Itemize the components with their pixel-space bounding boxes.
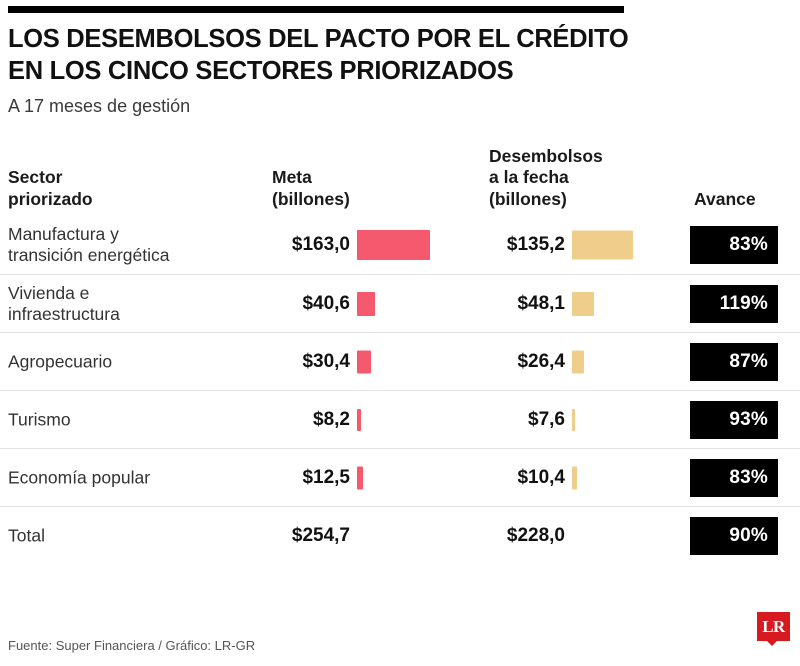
row-label: Economía popular xyxy=(8,467,258,488)
desembolso-value: $135,2 xyxy=(506,234,565,255)
column-header-sector: Sector priorizado xyxy=(8,167,93,210)
table-row: Manufactura y transición energética $163… xyxy=(0,216,800,274)
desembolso-value-total: $228,0 xyxy=(506,524,565,546)
headline-line-2: EN LOS CINCO SECTORES PRIORIZADOS xyxy=(8,56,514,85)
desembolso-bar xyxy=(572,291,594,316)
row-label: Total xyxy=(8,525,258,546)
desembolso-value: $10,4 xyxy=(517,466,565,488)
meta-value: $12,5 xyxy=(302,466,350,488)
column-header-desembolsos-line-1: Desembolsos xyxy=(489,145,603,166)
meta-value: $40,6 xyxy=(302,292,350,314)
status-badge: 83% xyxy=(690,226,778,264)
column-header-avance: Avance xyxy=(694,188,756,209)
lr-logo-tail xyxy=(766,640,778,646)
column-header-meta: Meta (billones) xyxy=(272,167,350,210)
column-header-sector-line-2: priorizado xyxy=(8,188,93,209)
meta-bar xyxy=(357,350,371,373)
row-label-line-1: Economía popular xyxy=(8,467,151,487)
row-label-line-1: Agropecuario xyxy=(8,351,113,371)
table-row: Vivienda e infraestructura $40,6 $48,1 1… xyxy=(0,274,800,332)
row-label-line-2: infraestructura xyxy=(8,303,120,324)
status-badge: 93% xyxy=(690,400,778,439)
subtitle: A 17 meses de gestión xyxy=(8,96,191,116)
row-label: Agropecuario xyxy=(8,351,258,372)
lr-logo-text: LR xyxy=(762,616,785,636)
table-row: Agropecuario $30,4 $26,4 87% xyxy=(0,332,800,390)
lr-logo: LR xyxy=(757,612,790,646)
table-row: Turismo $8,2 $7,6 93% xyxy=(0,390,800,448)
row-label-line-1: Manufactura y xyxy=(8,224,119,244)
meta-value: $30,4 xyxy=(302,350,350,372)
meta-bar xyxy=(357,408,361,431)
row-label-line-1: Total xyxy=(8,525,45,545)
row-label: Turismo xyxy=(8,409,258,430)
column-header-meta-line-2: (billones) xyxy=(272,188,350,209)
meta-value: $8,2 xyxy=(313,408,350,430)
page-title: LOS DESEMBOLSOS DEL PACTO POR EL CRÉDITO… xyxy=(8,24,648,88)
table-header: Sector priorizado Meta (billones) Desemb… xyxy=(0,134,800,216)
status-badge: 119% xyxy=(690,284,778,323)
meta-bar xyxy=(357,466,363,489)
lr-logo-box xyxy=(757,612,790,641)
desembolso-value: $48,1 xyxy=(517,292,565,314)
row-label-line-1: Vivienda e xyxy=(8,282,90,303)
column-header-desembolsos: Desembolsos a la fecha (billones) xyxy=(489,146,603,210)
top-rule xyxy=(8,6,624,13)
meta-value-total: $254,7 xyxy=(291,524,350,546)
row-label: Vivienda e infraestructura xyxy=(8,283,258,325)
status-badge-total: 90% xyxy=(690,516,778,555)
status-badge: 83% xyxy=(690,458,778,497)
row-label: Manufactura y transición energética xyxy=(8,224,258,266)
column-header-desembolsos-line-3: (billones) xyxy=(489,188,567,209)
row-label-line-1: Turismo xyxy=(8,409,71,429)
desembolso-value: $26,4 xyxy=(517,350,565,372)
status-badge: 87% xyxy=(690,342,778,381)
column-header-sector-line-1: Sector xyxy=(8,167,63,188)
column-header-desembolsos-line-2: a la fecha xyxy=(489,167,569,188)
data-table: Sector priorizado Meta (billones) Desemb… xyxy=(0,134,800,564)
table-row: Economía popular $12,5 $10,4 83% xyxy=(0,448,800,506)
row-label-line-2: transición energética xyxy=(8,245,170,265)
source-note: Fuente: Super Financiera / Gráfico: LR-G… xyxy=(8,638,256,653)
desembolso-bar xyxy=(572,230,633,260)
desembolso-bar xyxy=(572,350,584,373)
desembolso-bar xyxy=(572,408,575,431)
meta-value: $163,0 xyxy=(291,234,350,255)
desembolso-bar xyxy=(572,466,577,489)
meta-bar xyxy=(357,291,375,316)
meta-bar xyxy=(357,230,430,260)
column-header-meta-line-1: Meta xyxy=(272,167,312,188)
desembolso-value: $7,6 xyxy=(528,408,565,430)
table-row-total: Total $254,7 $228,0 90% xyxy=(0,506,800,564)
headline-line-1: LOS DESEMBOLSOS DEL PACTO POR EL CRÉDITO xyxy=(8,25,629,53)
